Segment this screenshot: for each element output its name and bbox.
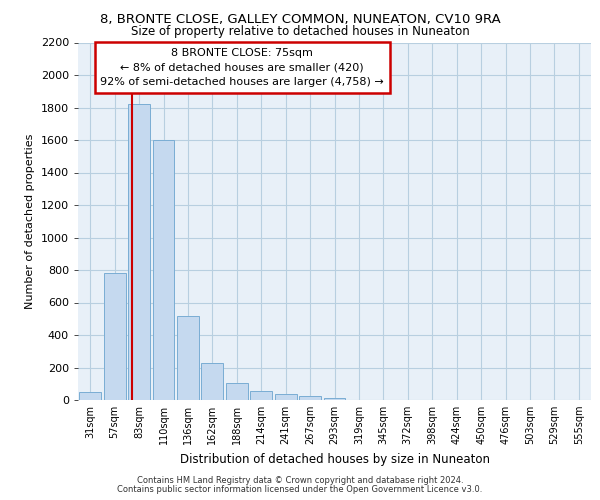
Bar bbox=[323, 398, 346, 400]
Bar bbox=[177, 316, 199, 400]
Text: 8, BRONTE CLOSE, GALLEY COMMON, NUNEATON, CV10 9RA: 8, BRONTE CLOSE, GALLEY COMMON, NUNEATON… bbox=[100, 12, 500, 26]
Bar bbox=[226, 383, 248, 400]
X-axis label: Distribution of detached houses by size in Nuneaton: Distribution of detached houses by size … bbox=[179, 452, 490, 466]
Bar bbox=[202, 362, 223, 400]
Bar bbox=[79, 392, 101, 400]
Bar bbox=[128, 104, 150, 400]
Text: Contains public sector information licensed under the Open Government Licence v3: Contains public sector information licen… bbox=[118, 485, 482, 494]
Bar bbox=[104, 273, 125, 400]
Bar bbox=[250, 391, 272, 400]
Bar bbox=[275, 394, 296, 400]
Text: 8 BRONTE CLOSE: 75sqm
← 8% of detached houses are smaller (420)
92% of semi-deta: 8 BRONTE CLOSE: 75sqm ← 8% of detached h… bbox=[100, 48, 384, 88]
Text: Contains HM Land Registry data © Crown copyright and database right 2024.: Contains HM Land Registry data © Crown c… bbox=[137, 476, 463, 485]
Bar bbox=[152, 140, 175, 400]
Y-axis label: Number of detached properties: Number of detached properties bbox=[25, 134, 35, 309]
Text: Size of property relative to detached houses in Nuneaton: Size of property relative to detached ho… bbox=[131, 25, 469, 38]
Bar bbox=[299, 396, 321, 400]
